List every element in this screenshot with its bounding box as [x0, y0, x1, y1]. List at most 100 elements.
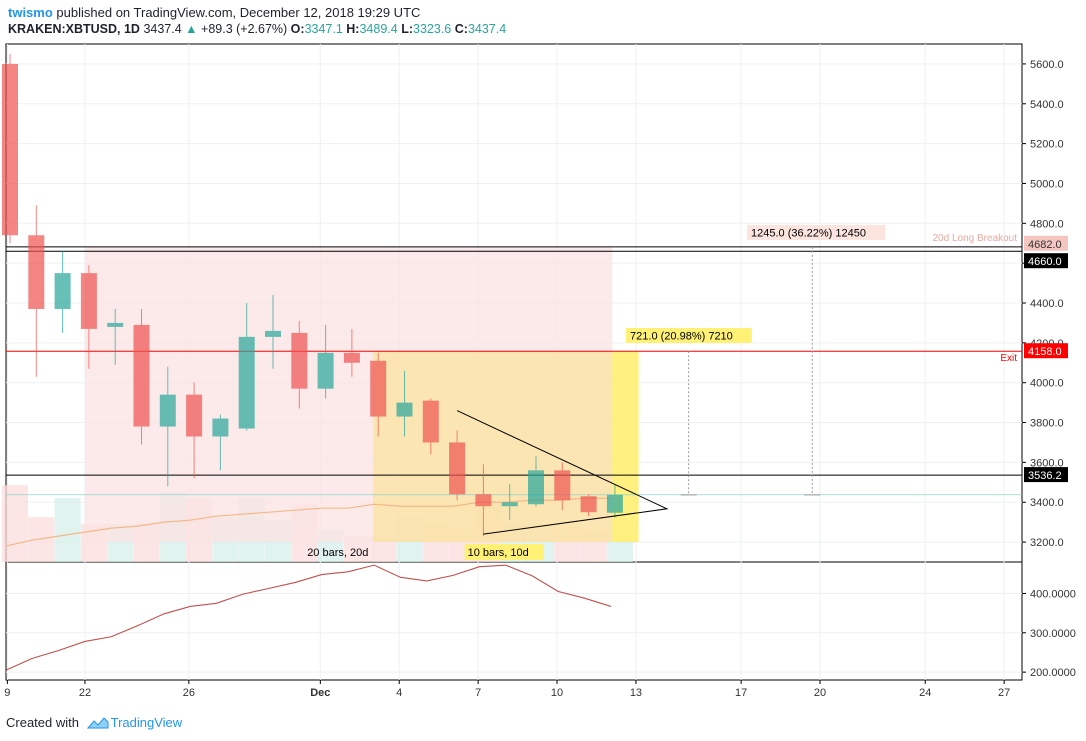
candle — [528, 456, 544, 507]
measure-text: 721.0 (20.98%) 7210 — [630, 331, 733, 343]
indicator-tick-label: 200.0000 — [1030, 667, 1076, 679]
y-tick-label: 4800.0 — [1030, 218, 1064, 230]
y-tick-label: 5000.0 — [1030, 178, 1064, 190]
candle — [107, 308, 124, 365]
y-tick-label: 3600.0 — [1030, 457, 1064, 469]
close-label: C: — [454, 22, 468, 36]
candle-body — [606, 494, 623, 513]
x-tick-label: 10 — [551, 687, 563, 699]
candle-body — [396, 402, 413, 417]
candle-body — [159, 394, 176, 427]
publish-info: twismo published on TradingView.com, Dec… — [8, 5, 420, 20]
candle — [449, 430, 466, 501]
candle — [133, 308, 150, 445]
open-value: 3347.1 — [304, 22, 343, 36]
candle-body — [501, 502, 518, 507]
low-label: L: — [401, 22, 414, 36]
candle-body — [2, 63, 18, 236]
candle-body — [343, 352, 360, 363]
x-tick-label: 9 — [4, 687, 10, 699]
candle — [554, 462, 571, 511]
measure-box — [747, 225, 886, 240]
candle — [422, 398, 439, 455]
chart-frame — [5, 43, 1023, 681]
volume-bar — [54, 498, 81, 562]
level-price-label-bg — [1024, 235, 1068, 251]
candle-body — [238, 336, 255, 429]
candle-body — [317, 352, 334, 389]
level-price-label: 4682.0 — [1028, 239, 1062, 251]
candle-body — [554, 470, 571, 501]
candle-body — [212, 418, 229, 437]
indicator-tick-label: 300.0000 — [1030, 628, 1076, 640]
last-price: 3437.4 — [143, 22, 182, 36]
high-value: 3489.4 — [359, 22, 398, 36]
candle-body — [186, 394, 203, 437]
y-tick-label: 3400.0 — [1030, 497, 1064, 509]
y-tick-label: 3800.0 — [1030, 418, 1064, 430]
candle — [80, 265, 97, 369]
candle-body — [370, 360, 387, 417]
x-tick-label: 20 — [814, 687, 826, 699]
y-tick-label: 5400.0 — [1030, 99, 1064, 111]
y-tick-label: 4400.0 — [1030, 298, 1064, 310]
candle-body — [28, 235, 45, 309]
candle-body — [133, 324, 150, 427]
candle-body — [422, 400, 439, 443]
level-price-label-bg — [1024, 467, 1068, 483]
range-label: 10 bars, 10d — [468, 547, 529, 559]
candle-body — [54, 273, 71, 309]
level-price-label: 4158.0 — [1028, 346, 1062, 358]
candle — [396, 370, 413, 437]
publish-text: published on TradingView.com, December 1… — [56, 5, 421, 20]
measure-text: 1245.0 (36.22%) 12450 — [751, 228, 866, 240]
candle-body — [449, 442, 466, 495]
candle — [186, 382, 203, 479]
close-value: 3437.4 — [467, 22, 507, 36]
level-price-label: 4660.0 — [1028, 256, 1062, 268]
symbol-legend: KRAKEN:XBTUSD, 1D 3437.4 ▲ +89.3 (+2.67%… — [8, 22, 506, 36]
up-arrow-icon: ▲ — [185, 22, 198, 36]
indicator-line — [5, 564, 612, 671]
symbol-label[interactable]: KRAKEN:XBTUSD, 1D — [8, 22, 140, 36]
volume-bar — [2, 485, 28, 562]
exit-note: Exit — [1000, 353, 1017, 364]
low-value: 3323.6 — [413, 22, 452, 36]
x-tick-label: 27 — [998, 687, 1010, 699]
candle — [343, 328, 360, 377]
indicator-tick-label: 400.0000 — [1030, 588, 1076, 600]
candle — [265, 295, 281, 369]
open-label: O: — [290, 22, 305, 36]
candle — [2, 53, 18, 244]
range-label-bg — [464, 544, 544, 560]
author-name[interactable]: twismo — [8, 5, 53, 20]
price-chart[interactable]: 1245.0 (36.22%) 12450 721.0 (20.98%) 7210… — [0, 0, 1086, 710]
candle-body — [265, 330, 281, 337]
tradingview-logo-icon — [86, 717, 109, 729]
candle-body — [107, 322, 124, 327]
y-tick-label: 3200.0 — [1030, 537, 1064, 549]
candle — [159, 366, 176, 487]
high-label: H: — [346, 22, 360, 36]
x-tick-label: 26 — [183, 687, 195, 699]
tradingview-brand[interactable]: TradingView — [110, 715, 183, 730]
candle-body — [475, 494, 492, 507]
candle-body — [291, 332, 308, 389]
created-with-text: Created with — [6, 715, 79, 730]
candle — [606, 484, 623, 518]
x-tick-label: 22 — [79, 687, 91, 699]
x-tick-label: 13 — [630, 687, 642, 699]
candle — [28, 205, 45, 377]
price-change: +89.3 (+2.67%) — [201, 22, 288, 36]
level-price-label-bg — [1024, 343, 1068, 359]
breakout-note: 20d Long Breakout — [932, 233, 1017, 244]
x-tick-label: 17 — [735, 687, 747, 699]
candle — [317, 324, 334, 399]
triangle-pattern — [456, 410, 669, 535]
candle — [370, 352, 387, 437]
candle — [54, 251, 71, 333]
candle — [580, 494, 597, 517]
exit-zone — [372, 351, 639, 542]
level-price-label-bg — [1024, 253, 1068, 269]
candle-body — [80, 273, 97, 329]
